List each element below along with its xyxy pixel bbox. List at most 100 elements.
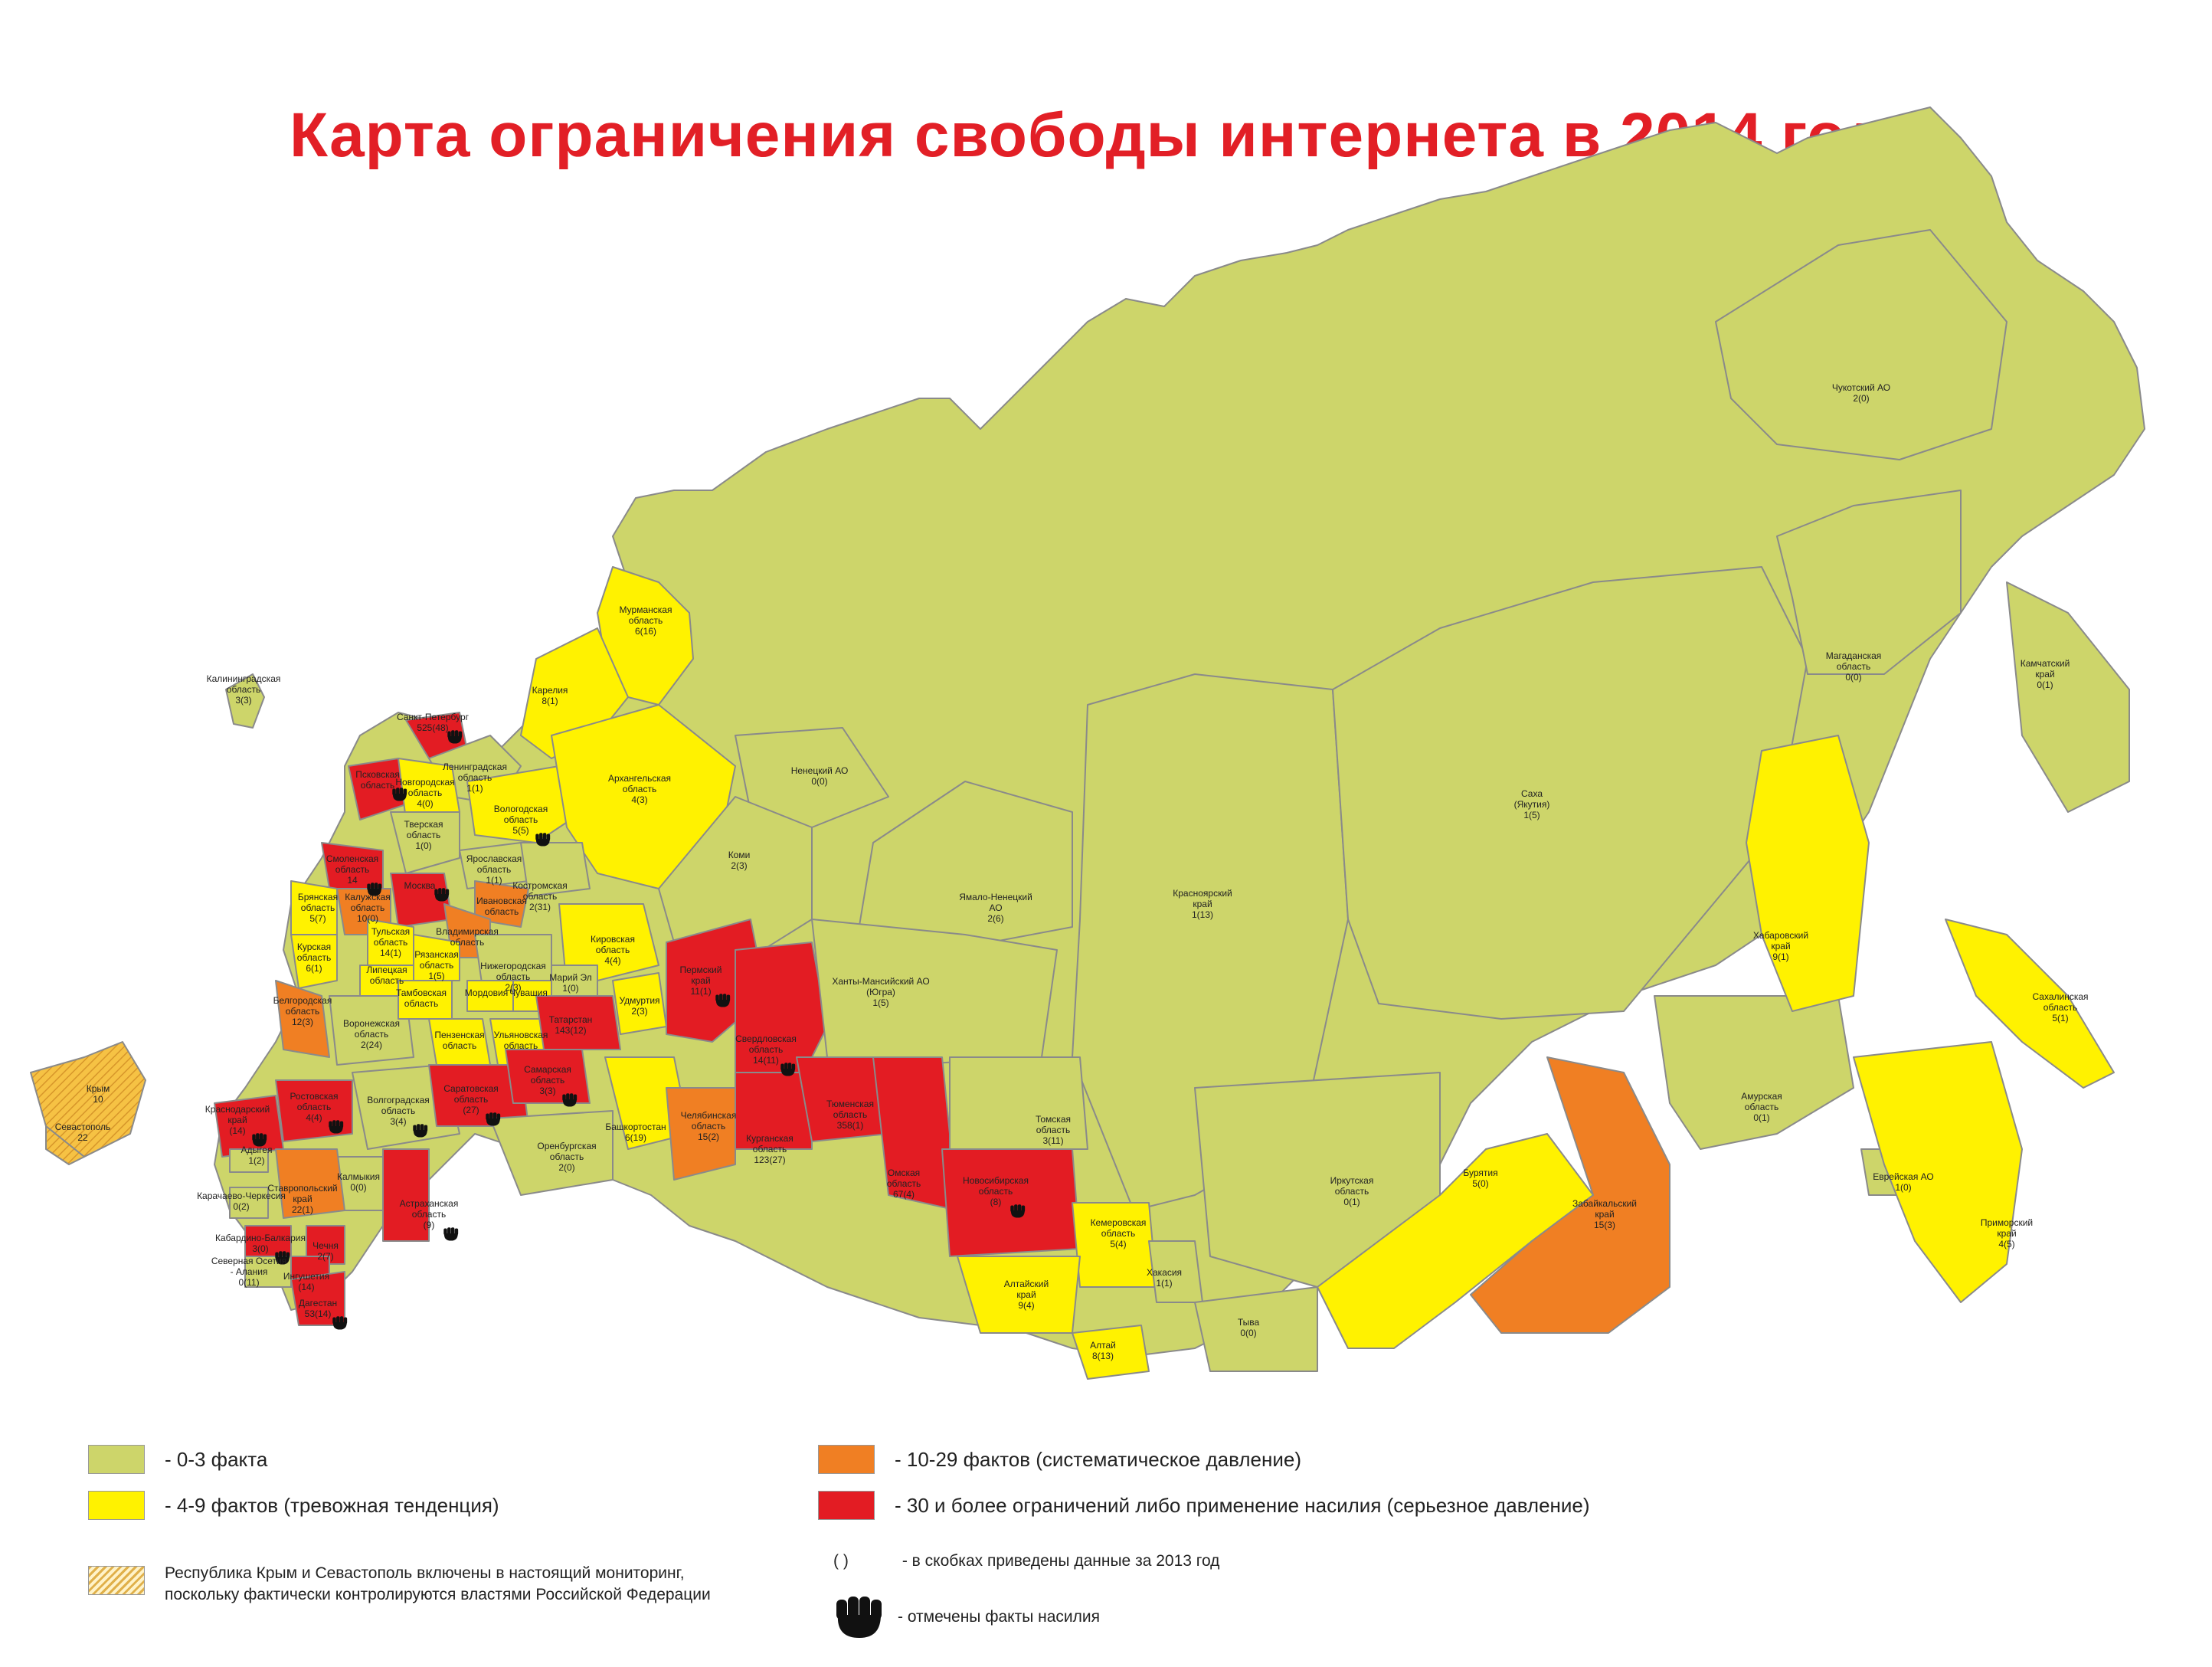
region-label-карачаево-черкесия: Карачаево-Черкесия 0(2) bbox=[197, 1190, 286, 1212]
fist-icon bbox=[367, 883, 382, 896]
region-челябинская-область bbox=[666, 1087, 736, 1181]
region-label-алтайский-край: Алтайский край 9(4) bbox=[1004, 1279, 1049, 1311]
fist-icon bbox=[275, 1251, 290, 1265]
region-label-ленинградская-область: Ленинградская область 1(1) bbox=[443, 761, 507, 794]
region-label-ханты-мансийский-ао-югра: Ханты-Мансийский АО (Югра) 1(5) bbox=[832, 976, 929, 1008]
region-алтай bbox=[1072, 1325, 1150, 1380]
legend-parens-symbol: ( ) bbox=[833, 1552, 849, 1570]
region-белгородская-область bbox=[275, 980, 330, 1058]
region-самарская-область bbox=[505, 1049, 591, 1104]
region-ставропольский-край bbox=[275, 1148, 345, 1219]
region-label-пензенская-область: Пензенская область bbox=[434, 1030, 484, 1051]
region-label-курская-область: Курская область 6(1) bbox=[297, 942, 331, 974]
fist-icon bbox=[329, 1120, 344, 1134]
legend-green: - 0-3 факта bbox=[88, 1445, 267, 1474]
region-label-тамбовская-область: Тамбовская область bbox=[396, 987, 447, 1009]
legend-red-label: - 30 и более ограничений либо применение… bbox=[895, 1493, 1590, 1517]
legend-green-swatch bbox=[88, 1445, 145, 1474]
region-label-псковская-область: Псковская область bbox=[355, 769, 400, 791]
region-саха-якутия bbox=[1332, 566, 1808, 1020]
fist-icon bbox=[535, 833, 551, 847]
region-камчатский-край bbox=[2006, 581, 2130, 813]
region-label-калмыкия: Калмыкия 0(0) bbox=[337, 1171, 380, 1193]
region-магаданская-область bbox=[1776, 490, 1962, 675]
region-label-ивановская-область: Ивановская область bbox=[476, 896, 527, 917]
region-label-саха-якутия: Саха (Якутия) 1(5) bbox=[1514, 788, 1550, 820]
region-ненецкий-ао bbox=[735, 727, 889, 828]
region-label-тюменская-область: Тюменская область 358(1) bbox=[826, 1099, 874, 1131]
region-label-ростовская-область: Ростовская область 4(4) bbox=[290, 1091, 338, 1123]
region-label-калининградская-область: Калининградская область 3(3) bbox=[207, 673, 281, 706]
region-label-крым: Крым 10 bbox=[87, 1083, 110, 1105]
legend-red-swatch bbox=[818, 1491, 875, 1520]
region-курская-область bbox=[290, 934, 338, 989]
region-label-мурманская-область: Мурманская область 6(16) bbox=[620, 604, 672, 637]
region-label-магаданская-область: Магаданская область 0(0) bbox=[1826, 650, 1882, 683]
fist-icon bbox=[715, 994, 731, 1007]
legend-violence: - отмечены факты насилия bbox=[833, 1593, 1100, 1641]
region-label-приморский-край: Приморский край 4(5) bbox=[1981, 1217, 2033, 1249]
legend-crimea-line2: поскольку фактически контролируются влас… bbox=[165, 1586, 711, 1603]
region-label-тульская-область: Тульская область 14(1) bbox=[371, 926, 410, 958]
region-label-смоленская-область: Смоленская область 14 bbox=[326, 853, 378, 886]
region-label-брянская-область: Брянская область 5(7) bbox=[298, 892, 338, 924]
legend-yellow: - 4-9 фактов (тревожная тенденция) bbox=[88, 1491, 499, 1520]
region-label-вологодская-область: Вологодская область 5(5) bbox=[494, 804, 548, 836]
region-label-тыва: Тыва 0(0) bbox=[1238, 1317, 1260, 1338]
region-label-ямало-ненецкий-ао: Ямало-Ненецкий АО 2(6) bbox=[959, 892, 1032, 924]
fist-icon bbox=[836, 1597, 882, 1638]
legend-crimea-line1: Республика Крым и Севастополь включены в… bbox=[165, 1564, 685, 1582]
region-label-омская-область: Омская область 67(4) bbox=[887, 1168, 921, 1200]
region-label-кабардино-балкария: Кабардино-Балкария 3(0) bbox=[215, 1233, 306, 1254]
region-label-белгородская-область: Белгородская область 12(3) bbox=[273, 995, 332, 1027]
fist-icon bbox=[252, 1133, 267, 1147]
region-приморский-край bbox=[1853, 1041, 2023, 1303]
region-адыгея bbox=[229, 1148, 269, 1173]
legend-red: - 30 и более ограничений либо применение… bbox=[818, 1491, 1590, 1520]
region-label-саратовская-область: Саратовская область (27) bbox=[443, 1083, 499, 1115]
region-label-северная-осетия-алания: Северная Осетия - Алания 0(11) bbox=[211, 1256, 286, 1288]
region-label-свердловская-область: Свердловская область 14(11) bbox=[735, 1033, 797, 1066]
region-label-марий-эл: Марий Эл 1(0) bbox=[549, 972, 591, 994]
region-label-ульяновская-область: Ульяновская область bbox=[494, 1030, 548, 1051]
region-тыва bbox=[1194, 1286, 1318, 1372]
region-label-хакасия: Хакасия 1(1) bbox=[1147, 1267, 1182, 1289]
region-label-тверская-область: Тверская область 1(0) bbox=[404, 819, 443, 851]
fist-icon bbox=[332, 1316, 348, 1330]
fist-icon bbox=[447, 730, 463, 744]
legend-crimea: Республика Крым и Севастополь включены в… bbox=[88, 1563, 711, 1606]
region-label-санкт-петербург: Санкт-Петербург 525(48) bbox=[397, 712, 470, 733]
region-label-чукотский-ао: Чукотский АО 2(0) bbox=[1832, 382, 1890, 404]
region-label-кемеровская-область: Кемеровская область 5(4) bbox=[1091, 1217, 1147, 1249]
region-label-краснодарский-край: Краснодарский край (14) bbox=[205, 1104, 270, 1136]
region-севастополь bbox=[45, 1125, 85, 1165]
legend-yellow-label: - 4-9 фактов (тревожная тенденция) bbox=[165, 1493, 499, 1517]
region-воронежская-область bbox=[329, 995, 414, 1066]
region-label-нижегородская-область: Нижегородская область 2(3) bbox=[480, 961, 546, 993]
region-томская-область bbox=[949, 1056, 1088, 1150]
legend-orange-label: - 10-29 фактов (систематическое давление… bbox=[895, 1447, 1301, 1471]
region-label-камчатский-край: Камчатский край 0(1) bbox=[2021, 658, 2070, 690]
region-label-чечня: Чечня 2(7) bbox=[312, 1240, 339, 1262]
region-label-забайкальский-край: Забайкальский край 15(3) bbox=[1572, 1198, 1637, 1230]
legend-yellow-swatch bbox=[88, 1491, 145, 1520]
region-забайкальский-край bbox=[1470, 1056, 1670, 1334]
fist-icon bbox=[1010, 1204, 1026, 1218]
region-хабаровский-край bbox=[1746, 735, 1870, 1012]
region-татарстан bbox=[535, 995, 621, 1050]
region-label-москва: Москва bbox=[404, 880, 436, 891]
russia-map: Калининградская область 3(3) Мурманская обла… bbox=[30, 106, 2145, 1380]
legend-violence-note: - отмечены факты насилия bbox=[898, 1608, 1101, 1626]
region-label-удмуртия: Удмуртия 2(3) bbox=[619, 995, 659, 1017]
region-label-ненецкий-ао: Ненецкий АО 0(0) bbox=[791, 765, 849, 787]
fist-icon bbox=[443, 1227, 459, 1241]
region-label-сахалинская-область: Сахалинская область 5(1) bbox=[2032, 991, 2088, 1023]
region-label-карелия: Карелия 8(1) bbox=[532, 685, 568, 706]
region-сахалинская-область bbox=[1945, 919, 2115, 1089]
fist-icon bbox=[434, 888, 450, 902]
fist-icon bbox=[486, 1112, 501, 1126]
region-костромская-область bbox=[520, 842, 591, 897]
region-label-курганская-область: Курганская область 123(27) bbox=[746, 1133, 794, 1165]
legend-orange: - 10-29 фактов (систематическое давление… bbox=[818, 1445, 1301, 1474]
region-label-томская-область: Томская область 3(11) bbox=[1036, 1114, 1071, 1146]
